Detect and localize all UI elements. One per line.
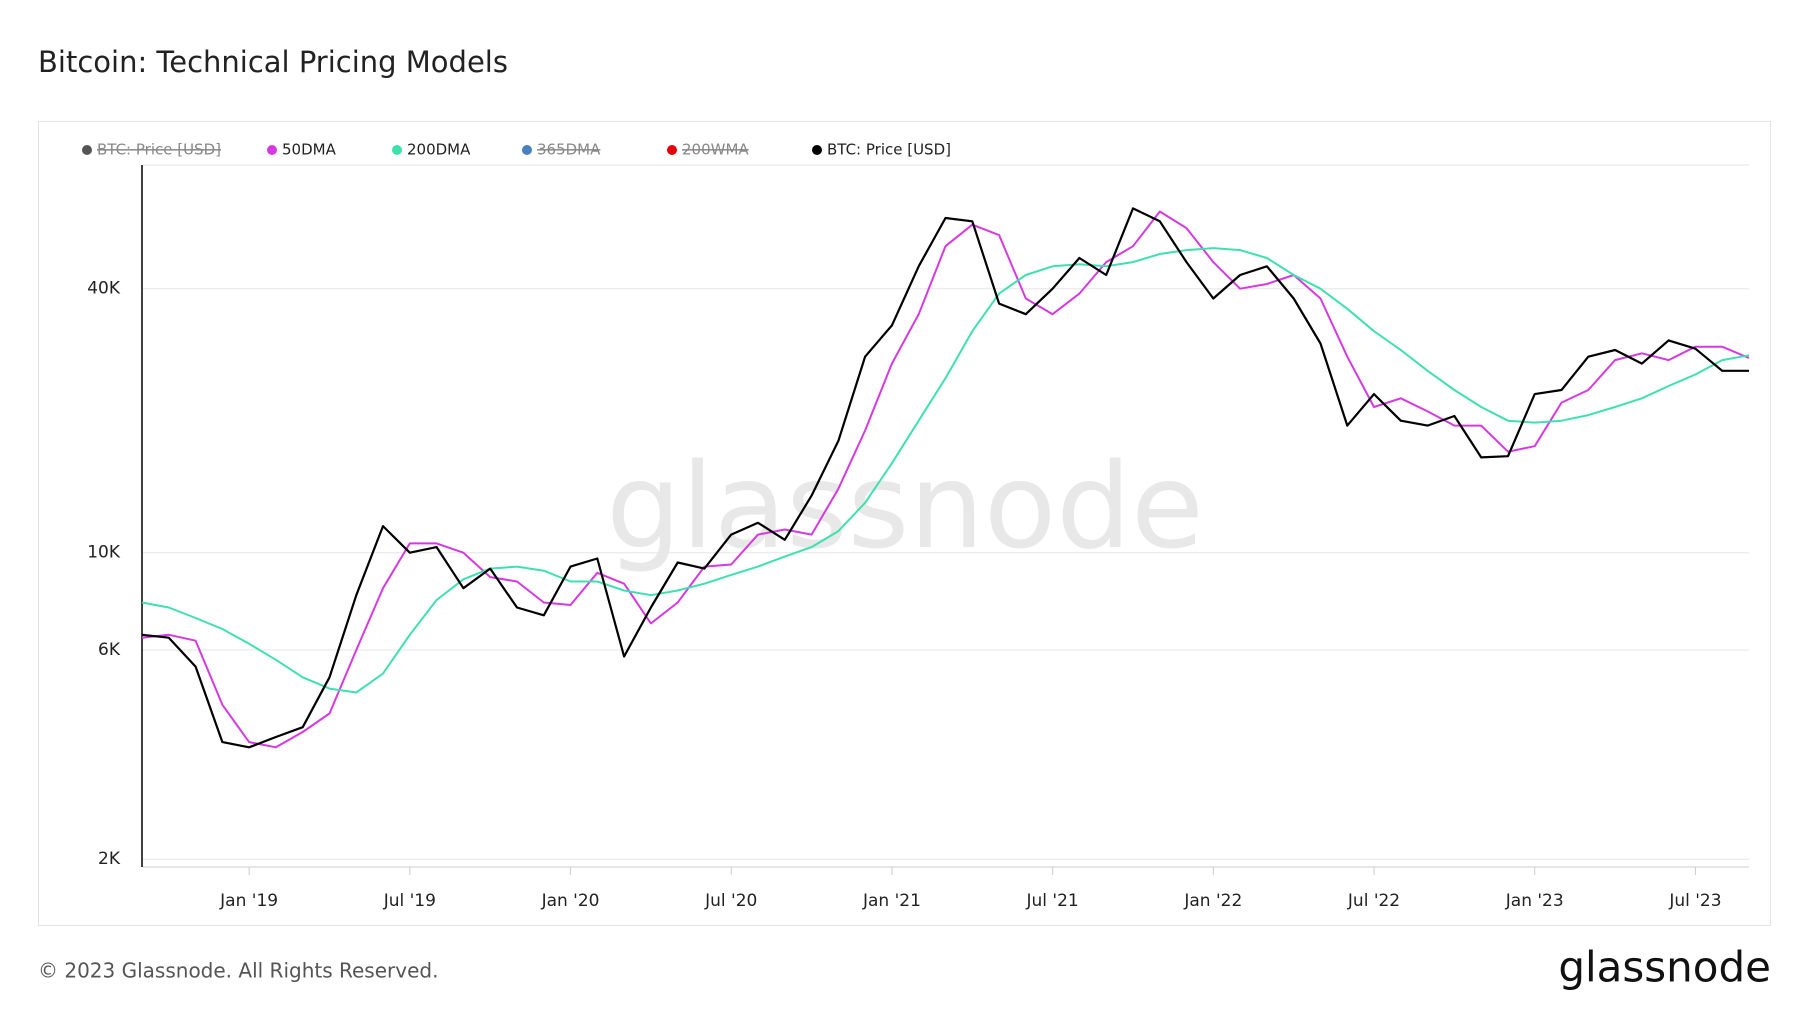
x-tick-label: Jan '21	[862, 891, 921, 911]
x-tick-label: Jan '22	[1183, 891, 1242, 911]
series-line	[141, 247, 1750, 694]
legend-label: 200WMA	[682, 141, 749, 159]
legend-item[interactable]: 365DMA	[522, 141, 601, 159]
watermark: glassnode	[606, 437, 1203, 575]
legend-item[interactable]: BTC: Price [USD]	[82, 141, 221, 159]
legend-dot	[267, 145, 277, 155]
series-line	[141, 210, 1750, 749]
x-tick-label: Jul '21	[1026, 891, 1079, 911]
series-line	[141, 207, 1749, 749]
logo: glassnode	[1558, 943, 1771, 992]
legend-dot	[82, 145, 92, 155]
legend-label: 50DMA	[282, 141, 337, 159]
y-tick-label: 10K	[87, 543, 121, 563]
x-tick-label: Jul '19	[383, 891, 436, 911]
plot: 2K 6K 10K 40K Jan '19 Jul '19 Jan '20 Jul '20 Ja…	[82, 141, 1750, 911]
x-tick-label: Jul '20	[704, 891, 757, 911]
page-title: Bitcoin: Technical Pricing Models	[38, 45, 508, 79]
legend-label: 365DMA	[537, 141, 601, 159]
legend-label: BTC: Price [USD]	[97, 141, 221, 159]
chart-frame	[38, 121, 1771, 926]
legend-item[interactable]: BTC: Price [USD]	[812, 141, 951, 159]
legend-dot	[392, 145, 402, 155]
y-tick-label: 40K	[87, 279, 121, 299]
legend-dot	[812, 145, 822, 155]
legend-item[interactable]: 200WMA	[667, 141, 749, 159]
legend-item[interactable]: 200DMA	[392, 141, 471, 159]
legend-dot	[667, 145, 677, 155]
x-tick-label: Jan '20	[541, 891, 600, 911]
x-tick-label: Jul '23	[1668, 891, 1721, 911]
legend-label: 200DMA	[407, 141, 471, 159]
legend-label: BTC: Price [USD]	[827, 141, 951, 159]
y-tick-label: 2K	[98, 849, 121, 869]
x-tick-label: Jul '22	[1347, 891, 1400, 911]
legend-dot	[522, 145, 532, 155]
legend-item[interactable]: 50DMA	[267, 141, 337, 159]
x-tick-label: Jan '19	[219, 891, 278, 911]
x-tick-label: Jan '23	[1505, 891, 1564, 911]
y-tick-label: 6K	[98, 640, 121, 660]
footer: © 2023 Glassnode. All Rights Reserved.	[38, 959, 438, 983]
